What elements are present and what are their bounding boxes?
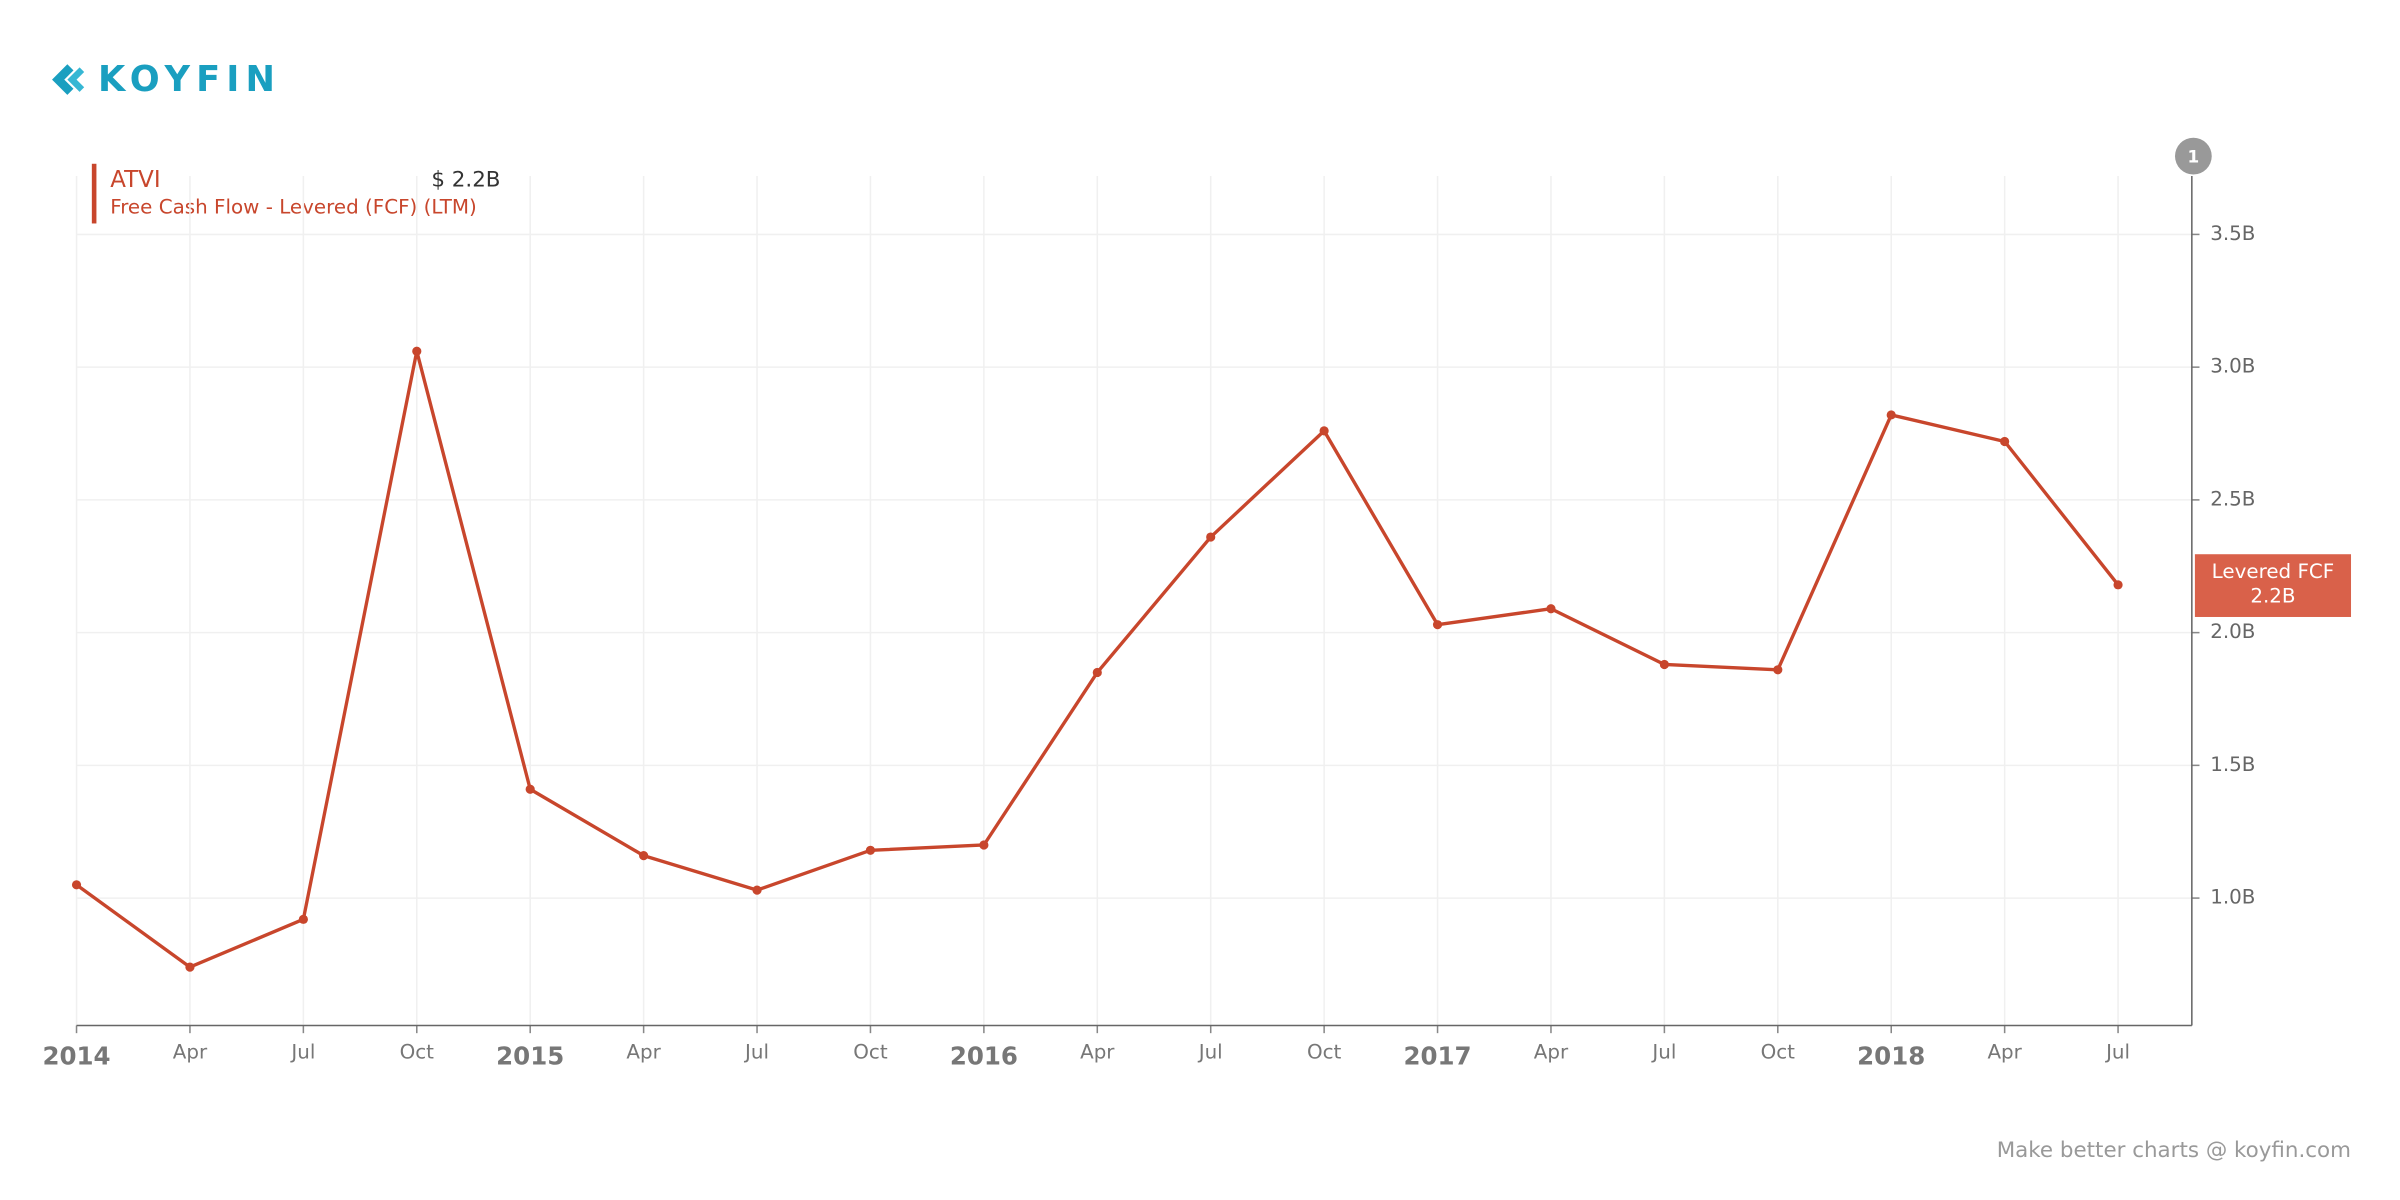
x-tick-label: 2017	[1403, 1042, 1471, 1071]
y-tick-label: 3.5B	[2210, 222, 2255, 245]
last-tag-name: Levered FCF	[2212, 560, 2335, 583]
y-tick-label: 1.5B	[2210, 753, 2255, 776]
point	[1092, 667, 1102, 678]
x-tick-label: Apr	[173, 1041, 208, 1064]
footer: Make better charts @ koyfin.com	[1997, 1138, 2351, 1163]
legend-bar	[91, 163, 97, 224]
point	[2000, 436, 2010, 447]
legend-value: $ 2.2B	[431, 168, 500, 193]
x-tick-label: Oct	[853, 1041, 888, 1064]
point	[1659, 659, 1669, 670]
x-tick-label: 2014	[42, 1042, 110, 1071]
legend-name: ATVI	[110, 167, 160, 193]
x-tick-label: Oct	[1307, 1041, 1342, 1064]
logo-mark	[52, 64, 74, 95]
x-tick-label: Jul	[289, 1041, 315, 1064]
point	[298, 914, 308, 924]
brand: KOYFIN	[98, 59, 281, 100]
x-tick-label: Apr	[1080, 1041, 1115, 1064]
x-tick-label: Apr	[626, 1041, 661, 1064]
point	[185, 962, 195, 972]
point	[1886, 410, 1896, 420]
y-tick-label: 3.0B	[2210, 355, 2255, 378]
legend-subtitle: Free Cash Flow - Levered (FCF) (LTM)	[110, 196, 477, 219]
last-tag-label: 2.2B	[2250, 585, 2295, 608]
x-tick-label: Jul	[1650, 1041, 1676, 1064]
point	[2113, 580, 2123, 590]
point	[979, 840, 989, 850]
last-value-tag	[2194, 554, 2352, 617]
x-tick-label: 2016	[950, 1042, 1018, 1071]
point	[865, 845, 876, 855]
y-tick-label: 2.5B	[2210, 487, 2255, 510]
point	[639, 851, 649, 861]
badge	[2175, 137, 2212, 175]
logo-mark	[67, 67, 85, 92]
logo: KOYFIN	[52, 59, 281, 100]
point	[1773, 665, 1783, 675]
point	[752, 885, 762, 895]
point	[1206, 532, 1216, 542]
point	[1432, 620, 1443, 630]
x-tick-label: 2018	[1857, 1042, 1925, 1071]
x-tick-label: Jul	[2104, 1041, 2130, 1064]
y-tick-label: 1.0B	[2210, 886, 2255, 909]
point	[412, 346, 422, 356]
point	[1319, 426, 1329, 436]
point	[1546, 604, 1556, 614]
x-tick-label: Jul	[743, 1041, 769, 1064]
y-tick-label: 2.0B	[2210, 620, 2255, 643]
x-tick-label: Jul	[1197, 1041, 1223, 1064]
x-tick-label: Apr	[1987, 1041, 2022, 1064]
point	[525, 784, 535, 794]
x-tick-label: Apr	[1534, 1041, 1569, 1064]
x-tick-label: Oct	[1761, 1041, 1796, 1064]
point	[71, 880, 82, 890]
x-tick-label: 2015	[496, 1042, 564, 1071]
badge-label: 1	[2188, 147, 2200, 167]
x-tick-label: Oct	[400, 1041, 435, 1064]
